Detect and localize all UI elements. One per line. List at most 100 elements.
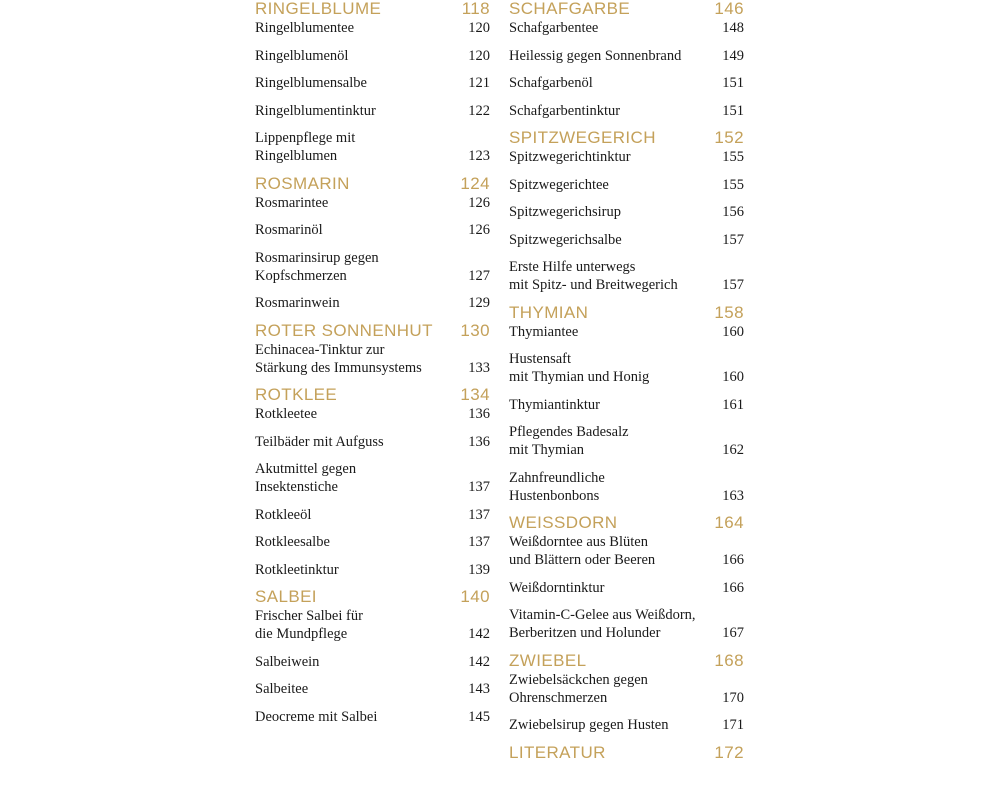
entry-page: 151 xyxy=(722,75,744,91)
entry-line: Spitzwegerichsalbe xyxy=(509,231,622,248)
toc-section: SPITZWEGERICH 152 Spitzwegerichtinktur 155 S… xyxy=(509,129,744,294)
entry-line: Akutmittel gegen xyxy=(255,461,357,477)
entry-line: Heilessig gegen Sonnenbrand xyxy=(509,47,682,64)
entry-page: 171 xyxy=(722,717,744,733)
toc-entry: Thymiantinktur 161 xyxy=(509,396,744,414)
entry-line: und Blättern oder Beeren xyxy=(509,552,656,568)
entry-text: Schafgarbentee xyxy=(509,19,598,37)
entry-text: Rotkleesalbe xyxy=(255,533,330,551)
toc-entry: Rosmarinöl 126 xyxy=(255,221,490,239)
entry-line: Echinacea-Tinktur zur xyxy=(255,341,385,358)
entry-page: 122 xyxy=(468,102,490,119)
toc-entry: Zwiebelsäckchen gegen Ohrenschmerzen 170 xyxy=(509,671,744,707)
toc-entry: Zahnfreundliche Hustenbonbons 163 xyxy=(509,469,744,505)
entry-text: Schafgarbenöl xyxy=(509,74,593,92)
toc-entry: Vitamin-C-Gelee aus Weißdorn, Berberitzen… xyxy=(509,606,744,642)
entry-text: Ringelblumensalbe xyxy=(255,74,367,92)
toc-entry: Spitzwegerichtinktur 155 xyxy=(509,148,744,166)
entry-page: 126 xyxy=(468,222,490,238)
entry-page: 136 xyxy=(468,433,490,450)
toc-entry: Rosmarintee 126 xyxy=(255,194,490,212)
section-page: 152 xyxy=(714,128,744,147)
entry-text: Spitzwegerichsalbe xyxy=(509,231,622,249)
entry-line: Pflegendes Badesalz xyxy=(509,424,629,440)
section-title: SPITZWEGERICH xyxy=(509,128,656,147)
toc-entry: Teilbäder mit Aufguss 136 xyxy=(255,433,490,451)
toc-entry: Hustensaft mit Thymian und Honig 160 xyxy=(509,350,744,386)
entry-line: Rosmarintee xyxy=(255,194,329,211)
entry-text: Schafgarbentinktur xyxy=(509,102,620,120)
entry-page: 137 xyxy=(468,534,490,550)
entry-page: 143 xyxy=(468,681,490,697)
entry-line: Ohrenschmerzen xyxy=(509,689,608,706)
section-page: 164 xyxy=(714,513,744,532)
entry-text: Vitamin-C-Gelee aus Weißdorn, Berberitzen… xyxy=(509,606,696,642)
entry-page: 142 xyxy=(468,626,490,642)
toc-entry: Ringelblumenöl 120 xyxy=(255,47,490,65)
entry-page: 133 xyxy=(468,359,490,376)
entry-text: Frischer Salbei für die Mundpflege xyxy=(255,607,363,643)
section-page: 158 xyxy=(714,302,744,322)
entry-text: Rosmarinwein xyxy=(255,294,340,312)
section-title: ROSMARIN xyxy=(255,173,350,193)
toc-entry: Erste Hilfe unterwegs mit Spitz- und Brei… xyxy=(509,258,744,294)
section-heading: WEISSDORN 164 xyxy=(509,514,744,532)
entry-line: Spitzwegerichsirup xyxy=(509,204,621,220)
toc-entry: Ringelblumensalbe 121 xyxy=(255,74,490,92)
section-page: 146 xyxy=(714,0,744,18)
section-page: 130 xyxy=(460,320,490,340)
entry-page: 166 xyxy=(722,579,744,596)
entry-line: Teilbäder mit Aufguss xyxy=(255,433,384,450)
entry-text: Pflegendes Badesalz mit Thymian xyxy=(509,423,629,459)
toc-entry: Lippenpflege mit Ringelblumen 123 xyxy=(255,129,490,165)
entry-text: Rotkleeöl xyxy=(255,506,311,524)
entry-text: Hustensaft mit Thymian und Honig xyxy=(509,350,649,386)
toc-entry: Rotkleetinktur 139 xyxy=(255,561,490,579)
entry-line: Spitzwegerichtee xyxy=(509,176,609,193)
entry-page: 157 xyxy=(722,277,744,293)
toc-column: RINGELBLUME 118 Ringelblumentee 120 Ringelbl… xyxy=(255,0,490,735)
section-title: SCHAFGARBE xyxy=(509,0,631,18)
toc-entry: Weißdorntee aus Blüten und Blättern oder … xyxy=(509,533,744,569)
toc-entry: Ringelblumentee 120 xyxy=(255,19,490,37)
section-page: 118 xyxy=(461,0,490,18)
entry-text: Heilessig gegen Sonnenbrand xyxy=(509,47,681,65)
toc-entry: Schafgarbenöl 151 xyxy=(509,74,744,92)
entry-line: Deocreme mit Salbei xyxy=(255,708,378,725)
entry-line: Rotkleetee xyxy=(255,406,318,422)
entry-line: Ringelblumen xyxy=(255,148,338,164)
entry-line: Schafgarbenöl xyxy=(509,75,593,91)
section-title: THYMIAN xyxy=(509,302,589,322)
entry-text: Zahnfreundliche Hustenbonbons xyxy=(509,469,605,505)
section-heading: SPITZWEGERICH 152 xyxy=(509,129,744,147)
entry-line: Zwiebelsäckchen gegen xyxy=(509,671,648,688)
toc-entry: Rotkleetee 136 xyxy=(255,405,490,423)
section-heading: ROTER SONNENHUT 130 xyxy=(255,320,490,340)
entry-line: Weißdorntee aus Blüten xyxy=(509,534,648,550)
section-title: LITERATUR xyxy=(509,742,606,762)
toc-entry: Heilessig gegen Sonnenbrand 149 xyxy=(509,47,744,65)
section-heading: LITERATUR 172 xyxy=(509,742,744,762)
entry-text: Salbeitee xyxy=(255,680,308,698)
section-heading: ZWIEBEL 168 xyxy=(509,651,744,670)
toc-section: SCHAFGARBE 146 Schafgarbentee 148 Heilessig … xyxy=(509,0,744,120)
section-page: 140 xyxy=(460,587,490,606)
toc-section: ROTER SONNENHUT 130 Echinacea-Tinktur zur S… xyxy=(255,320,490,377)
entry-page: 160 xyxy=(722,369,744,385)
section-title: RINGELBLUME xyxy=(255,0,382,18)
toc-entry: Spitzwegerichsalbe 157 xyxy=(509,231,744,249)
section-heading: SALBEI 140 xyxy=(255,588,490,606)
entry-text: Salbeiwein xyxy=(255,653,319,671)
toc-section: ROSMARIN 124 Rosmarintee 126 Rosmarinöl 126 Ro… xyxy=(255,173,490,313)
entry-text: Rotkleetinktur xyxy=(255,561,339,579)
entry-line: Kopfschmerzen xyxy=(255,267,347,284)
entry-line: mit Thymian xyxy=(509,442,585,458)
entry-text: Rosmarintee xyxy=(255,194,328,212)
entry-line: Ringelblumentinktur xyxy=(255,102,376,119)
entry-line: Rotkleetinktur xyxy=(255,561,339,578)
entry-line: Thymiantinktur xyxy=(509,396,601,413)
entry-text: Lippenpflege mit Ringelblumen xyxy=(255,129,355,165)
entry-line: Ringelblumensalbe xyxy=(255,75,367,91)
entry-line: Ringelblumenöl xyxy=(255,47,349,64)
entry-text: Rosmarinsirup gegen Kopfschmerzen xyxy=(255,249,379,285)
